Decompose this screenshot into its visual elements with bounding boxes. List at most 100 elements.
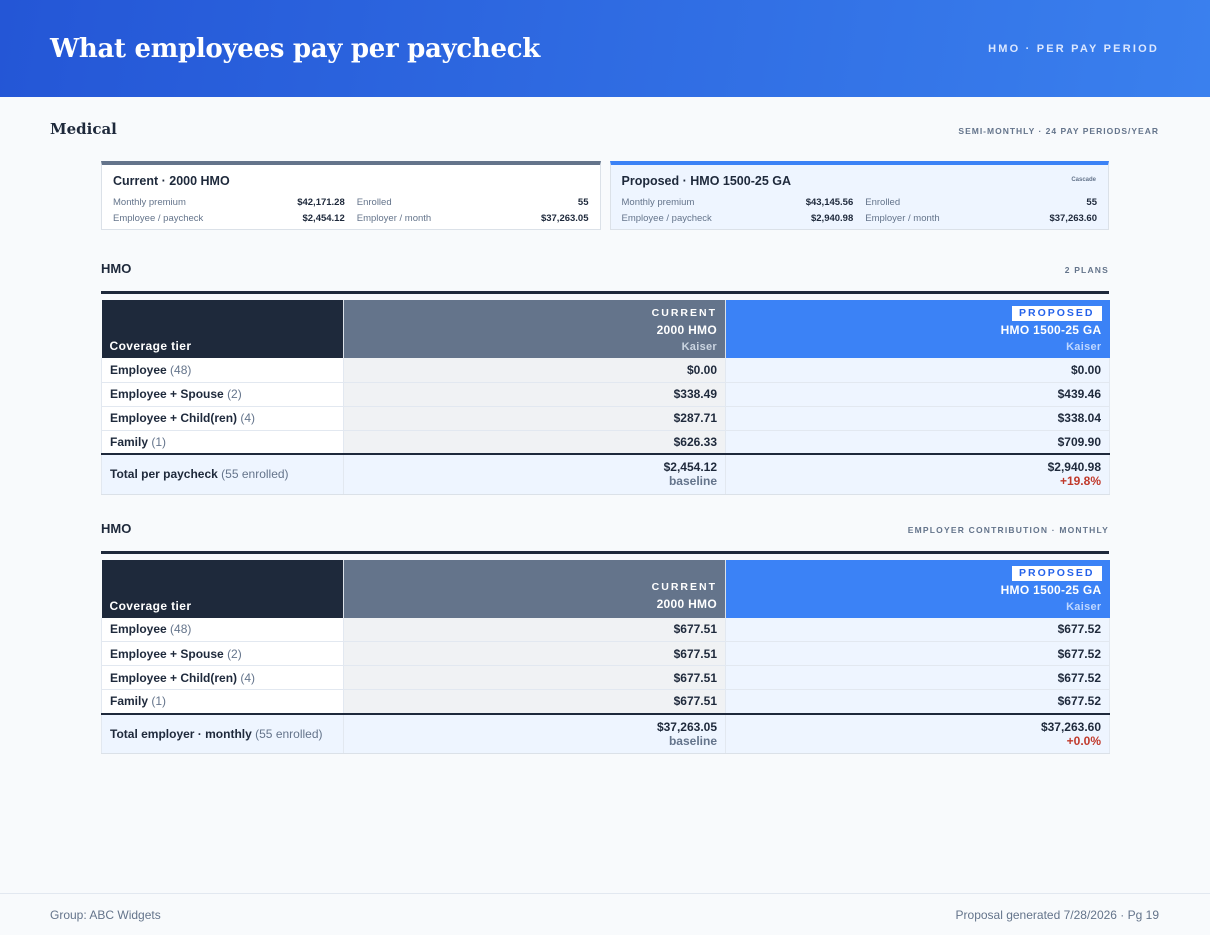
tier-name: Employee + Spouse: [110, 646, 224, 661]
kv-value: 55: [577, 197, 589, 208]
kv-label: Employer / month: [356, 213, 432, 224]
proposed-value: $677.52: [725, 641, 1110, 666]
current-plan-name: 2000 HMO: [656, 596, 717, 611]
tier-count: (2): [227, 387, 242, 401]
total-row: Total employer · monthly (55 enrolled) $…: [101, 712, 1110, 754]
block-meta: 2 PLANS: [1064, 265, 1109, 275]
proposed-total-value: $37,263.60: [1040, 719, 1101, 734]
kv-value: $37,263.60: [1049, 213, 1097, 224]
section-header: Medical SEMI-MONTHLY · 24 PAY PERIODS/YE…: [0, 120, 1210, 138]
proposed-value: $0.00: [725, 358, 1110, 383]
proposed-carrier: Kaiser: [1066, 600, 1102, 613]
table-row: Family (1) $677.51 $677.52: [101, 689, 1110, 714]
tier-name: Employee + Child(ren): [110, 411, 238, 425]
kv-label: Employer / month: [865, 213, 940, 224]
page-header: What employees pay per paycheck HMO · PE…: [0, 0, 1210, 97]
block-meta: EMPLOYER CONTRIBUTION · MONTHLY: [907, 524, 1109, 535]
total-note: (55 enrolled): [221, 467, 289, 482]
kv-value: $2,940.98: [810, 213, 854, 224]
kv-label: Enrolled: [356, 197, 392, 208]
kv-value: $43,145.56: [805, 197, 854, 208]
employer-month-row: Employer / month $37,263.60: [865, 211, 1097, 227]
tier-name: Employee + Child(ren): [110, 670, 238, 685]
enrolled-row: Enrolled 55: [865, 195, 1097, 211]
current-total-value: $37,263.05: [656, 719, 717, 734]
tier-count: (4): [240, 670, 256, 685]
table-row: Employee + Spouse (2) $677.51 $677.52: [101, 641, 1110, 666]
coverage-tier-header: Coverage tier: [101, 559, 344, 618]
page-subtitle: HMO · PER PAY PERIOD: [988, 42, 1159, 55]
footer-generated: Proposal generated 7/28/2026 · Pg 19: [955, 907, 1159, 922]
footer-group: Group: ABC Widgets: [50, 907, 161, 922]
table-row: Family (1) $626.33 $709.90: [101, 430, 1110, 455]
section-title: Medical: [50, 120, 117, 138]
tier-count: (48): [170, 362, 192, 377]
kv-label: Monthly premium: [621, 197, 695, 208]
tier-name: Family: [110, 434, 149, 449]
table-header-row: Coverage tier CURRENT 2000 HMO PROPOSED …: [101, 559, 1110, 618]
current-total: $2,454.12 baseline: [343, 453, 726, 495]
table-row: Employee (48) $677.51 $677.52: [101, 617, 1110, 642]
proposed-total: $37,263.60 +0.0%: [725, 712, 1110, 754]
employer-month-row: Employer / month $37,263.05: [357, 211, 589, 227]
proposed-value: $677.52: [725, 689, 1110, 714]
proposed-plan-header: PROPOSED HMO 1500-25 GA Kaiser: [725, 559, 1110, 618]
table-header-row: Coverage tier CURRENT 2000 HMO Kaiser PR…: [101, 300, 1110, 358]
tier-count: (1): [151, 694, 167, 709]
table-row: Employee + Child(ren) (4) $287.71 $338.0…: [101, 406, 1110, 431]
proposed-value: $439.46: [725, 382, 1110, 407]
tier-cell: Employee (48): [101, 617, 344, 642]
tier-cell: Employee + Spouse (2): [101, 382, 344, 407]
current-value: $338.49: [343, 382, 726, 407]
coverage-tier-header: Coverage tier: [101, 300, 344, 358]
current-label: CURRENT: [651, 580, 717, 593]
carrier-logo: Cascade: [1071, 177, 1096, 183]
total-note: (55 enrolled): [255, 726, 323, 741]
tier-count: (48): [170, 622, 192, 637]
tier-name: Family: [110, 694, 149, 709]
current-total-value: $2,454.12: [663, 460, 717, 475]
card-title: Current · 2000 HMO: [113, 174, 230, 188]
proposed-plan-card: Proposed · HMO 1500-25 GA Cascade Monthl…: [609, 161, 1109, 230]
section-meta: SEMI-MONTHLY · 24 PAY PERIODS/YEAR: [958, 126, 1159, 136]
kv-value: 55: [1086, 197, 1097, 208]
total-label: Total employer · monthly: [110, 726, 252, 741]
proposed-value: $677.52: [725, 617, 1110, 642]
current-value: $287.71: [343, 406, 726, 431]
kv-label: Employee / paycheck: [113, 213, 204, 224]
proposed-total-change: +0.0%: [1066, 733, 1101, 748]
monthly-premium-row: Monthly premium $42,171.28: [113, 195, 345, 211]
kv-value: $42,171.28: [297, 197, 345, 208]
proposed-badge: PROPOSED: [1011, 565, 1102, 581]
current-label: CURRENT: [651, 307, 717, 319]
current-total-sub: baseline: [668, 733, 717, 748]
current-total-sub: baseline: [668, 474, 717, 489]
proposed-total-change: +19.8%: [1059, 474, 1101, 489]
plan-summary-cards: Current · 2000 HMO Monthly premium $42,17…: [101, 161, 1109, 230]
block-header: HMO EMPLOYER CONTRIBUTION · MONTHLY: [101, 521, 1109, 554]
proposed-carrier: Kaiser: [1066, 341, 1102, 353]
current-value: $677.51: [343, 689, 726, 714]
proposed-badge: PROPOSED: [1011, 306, 1102, 321]
tier-name: Employee + Spouse: [110, 387, 224, 401]
kv-value: $37,263.05: [540, 213, 589, 224]
total-label-cell: Total per paycheck (55 enrolled): [101, 453, 344, 495]
proposed-plan-header: PROPOSED HMO 1500-25 GA Kaiser: [725, 300, 1110, 358]
tier-cell: Employee + Child(ren) (4): [101, 406, 344, 431]
total-label: Total per paycheck: [110, 467, 218, 482]
tier-count: (2): [227, 646, 242, 661]
current-plan-header: CURRENT 2000 HMO: [343, 559, 726, 618]
proposed-value: $677.52: [725, 665, 1110, 690]
page-footer: Group: ABC Widgets Proposal generated 7/…: [0, 893, 1210, 935]
block-header: HMO 2 PLANS: [101, 261, 1109, 294]
proposed-value: $338.04: [725, 406, 1110, 431]
current-total: $37,263.05 baseline: [343, 712, 726, 754]
tier-cell: Employee + Child(ren) (4): [101, 665, 344, 690]
block-title: HMO: [101, 520, 132, 536]
employee-cost-table: Coverage tier CURRENT 2000 HMO Kaiser PR…: [101, 300, 1110, 495]
tier-cell: Family (1): [101, 430, 344, 455]
table-row: Employee + Spouse (2) $338.49 $439.46: [101, 382, 1110, 407]
employer-contribution-block: HMO EMPLOYER CONTRIBUTION · MONTHLY Cove…: [101, 521, 1110, 754]
tier-cell: Employee + Spouse (2): [101, 641, 344, 666]
employee-paycheck-row: Employee / paycheck $2,454.12: [113, 211, 345, 227]
